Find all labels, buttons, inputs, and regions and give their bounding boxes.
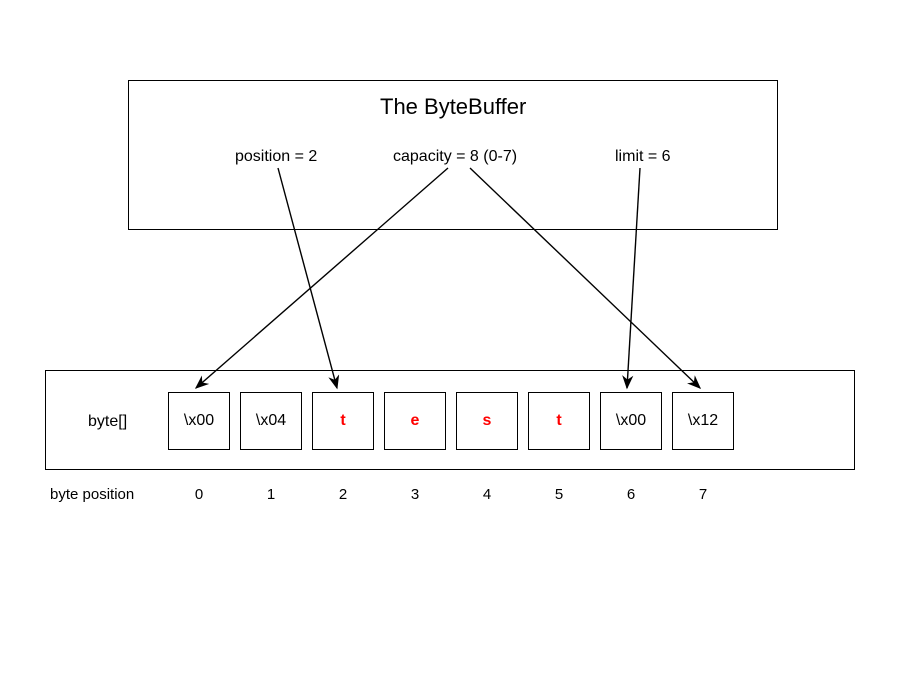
byte-cell-value: s: [483, 412, 492, 430]
byte-position-5: 5: [528, 486, 590, 503]
byte-cell-2: t: [312, 392, 374, 450]
byte-position-7: 7: [672, 486, 734, 503]
byte-cell-4: s: [456, 392, 518, 450]
byte-cell-value: e: [411, 412, 420, 430]
byte-cell-value: t: [340, 412, 345, 430]
limit-label: limit = 6: [615, 148, 671, 166]
byte-position-label: byte position: [50, 486, 134, 503]
byte-cell-1: \x04: [240, 392, 302, 450]
byte-cell-value: t: [556, 412, 561, 430]
byte-array-label: byte[]: [88, 413, 127, 431]
byte-position-6: 6: [600, 486, 662, 503]
byte-cell-7: \x12: [672, 392, 734, 450]
byte-position-4: 4: [456, 486, 518, 503]
byte-cell-value: \x00: [616, 412, 646, 430]
byte-cell-6: \x00: [600, 392, 662, 450]
diagram-title: The ByteBuffer: [380, 94, 526, 120]
byte-cell-3: e: [384, 392, 446, 450]
position-label: position = 2: [235, 148, 317, 166]
byte-cell-value: \x04: [256, 412, 286, 430]
byte-position-1: 1: [240, 486, 302, 503]
byte-cell-value: \x12: [688, 412, 718, 430]
byte-cell-0: \x00: [168, 392, 230, 450]
byte-position-2: 2: [312, 486, 374, 503]
byte-position-3: 3: [384, 486, 446, 503]
byte-cell-value: \x00: [184, 412, 214, 430]
byte-cell-5: t: [528, 392, 590, 450]
byte-position-0: 0: [168, 486, 230, 503]
capacity-label: capacity = 8 (0-7): [393, 148, 517, 166]
